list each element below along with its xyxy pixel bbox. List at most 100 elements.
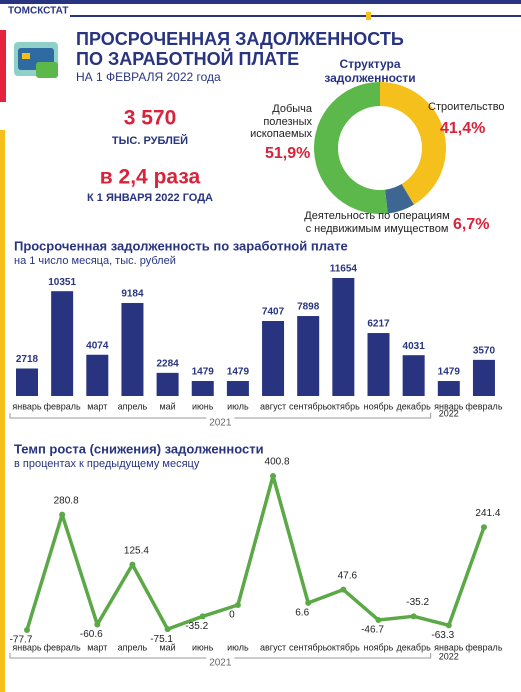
x-tick-label: февраль bbox=[44, 401, 81, 411]
bar bbox=[86, 354, 109, 396]
x-tick-label: май bbox=[159, 401, 175, 411]
point bbox=[340, 586, 347, 593]
kpi-change: в 2,4 раза bbox=[100, 166, 201, 189]
pie-value-label: 41,4% bbox=[440, 120, 486, 137]
chart-title: Просроченная задолженность по заработной… bbox=[14, 238, 348, 253]
x-tick-label: сентябрь bbox=[289, 642, 328, 652]
bar bbox=[262, 321, 285, 396]
pie-value-label: 6,7% bbox=[453, 216, 490, 233]
x-tick-label: ноябрь bbox=[364, 401, 394, 411]
data-label: 6.6 bbox=[295, 608, 309, 619]
data-label: 6217 bbox=[367, 319, 390, 330]
chart-subtitle: на 1 число месяца, тыс. рублей bbox=[14, 255, 176, 267]
kpi-note: К 1 ЯНВАРЯ 2022 ГОДА bbox=[87, 192, 213, 204]
accent-bar bbox=[0, 30, 6, 102]
x-tick-label: май bbox=[159, 642, 175, 652]
bar bbox=[472, 359, 495, 396]
bar bbox=[402, 355, 425, 396]
bar bbox=[191, 381, 214, 396]
pie-value-label: 51,9% bbox=[265, 145, 311, 162]
point bbox=[164, 626, 171, 633]
x-tick-label: июль bbox=[227, 642, 249, 652]
data-label: 0 bbox=[229, 610, 235, 621]
point bbox=[234, 601, 241, 608]
header-marker bbox=[366, 12, 371, 20]
data-label: 11654 bbox=[330, 264, 358, 275]
data-label: 1479 bbox=[438, 367, 461, 378]
data-label: -63.3 bbox=[431, 630, 454, 641]
data-label: 125.4 bbox=[124, 545, 149, 556]
pie-category-label: Строительство bbox=[428, 101, 505, 113]
x-tick-label: апрель bbox=[118, 401, 148, 411]
x-tick-label: август bbox=[260, 642, 286, 652]
data-label: 4074 bbox=[86, 340, 109, 351]
bar bbox=[121, 303, 144, 396]
kpi-value: 3 570 bbox=[124, 107, 177, 130]
data-label: 4031 bbox=[403, 341, 426, 352]
pie-category-label: Добыча полезных ископаемых bbox=[250, 103, 312, 141]
data-label: 7407 bbox=[262, 307, 285, 318]
point bbox=[305, 599, 312, 606]
kpi-unit: ТЫС. РУБЛЕЙ bbox=[112, 134, 188, 147]
org-name: ТОМСКСТАТ bbox=[8, 6, 68, 17]
bar bbox=[367, 333, 390, 396]
x-tick-label: октябрь bbox=[327, 642, 360, 652]
data-label: 400.8 bbox=[265, 457, 290, 468]
data-label: -35.2 bbox=[406, 597, 429, 608]
bar bbox=[297, 316, 320, 396]
data-label: 2284 bbox=[156, 359, 179, 370]
top-bar bbox=[0, 0, 521, 4]
group-label: 2022 bbox=[439, 651, 459, 661]
data-label: 1479 bbox=[227, 367, 250, 378]
data-label: 3570 bbox=[473, 345, 496, 356]
group-label: 2021 bbox=[209, 658, 232, 669]
x-tick-label: январь bbox=[434, 401, 464, 411]
point bbox=[445, 622, 452, 629]
group-label: 2021 bbox=[209, 418, 232, 429]
x-tick-label: февраль bbox=[44, 642, 81, 652]
x-tick-label: март bbox=[87, 401, 107, 411]
bar bbox=[156, 372, 179, 396]
chart-title: Темп роста (снижения) задолженности bbox=[14, 441, 264, 456]
card-icon bbox=[14, 42, 58, 78]
x-tick-label: январь bbox=[434, 642, 464, 652]
x-tick-label: декабрь bbox=[397, 642, 432, 652]
chart-subtitle: в процентах к предыдущему месяцу bbox=[14, 458, 200, 470]
pie-title: Структура задолженности bbox=[324, 57, 416, 85]
x-tick-label: февраль bbox=[465, 401, 502, 411]
x-tick-label: июнь bbox=[192, 642, 214, 652]
point bbox=[375, 617, 382, 624]
bar bbox=[437, 381, 460, 396]
point bbox=[94, 621, 101, 628]
x-tick-label: ноябрь bbox=[364, 642, 394, 652]
accent-bar bbox=[0, 130, 5, 692]
x-tick-label: апрель bbox=[118, 642, 148, 652]
point bbox=[199, 613, 206, 620]
donut-segment bbox=[380, 82, 447, 205]
data-label: 47.6 bbox=[338, 570, 358, 581]
x-tick-label: декабрь bbox=[397, 401, 432, 411]
data-label: 241.4 bbox=[475, 508, 500, 519]
data-label: 2718 bbox=[16, 354, 39, 365]
x-tick-label: июнь bbox=[192, 401, 214, 411]
data-label: 9184 bbox=[121, 289, 144, 300]
donut-segment bbox=[385, 184, 414, 214]
x-tick-label: август bbox=[260, 401, 286, 411]
x-tick-label: июль bbox=[227, 401, 249, 411]
data-label: 7898 bbox=[297, 302, 320, 313]
line bbox=[25, 474, 486, 631]
donut-segment bbox=[314, 82, 388, 215]
bar bbox=[226, 381, 249, 396]
data-label: -35.2 bbox=[185, 621, 208, 632]
x-tick-label: январь bbox=[12, 401, 42, 411]
bar bbox=[51, 291, 74, 396]
point bbox=[270, 473, 277, 479]
group-label: 2022 bbox=[439, 408, 459, 418]
x-tick-label: январь bbox=[12, 642, 42, 652]
date: НА 1 ФЕВРАЛЯ 2022 года bbox=[76, 70, 221, 84]
x-tick-label: октябрь bbox=[327, 401, 360, 411]
main-title: ПРОСРОЧЕННАЯ ЗАДОЛЖЕННОСТЬ bbox=[76, 29, 404, 49]
x-tick-label: февраль bbox=[465, 642, 502, 652]
bar bbox=[332, 278, 355, 396]
